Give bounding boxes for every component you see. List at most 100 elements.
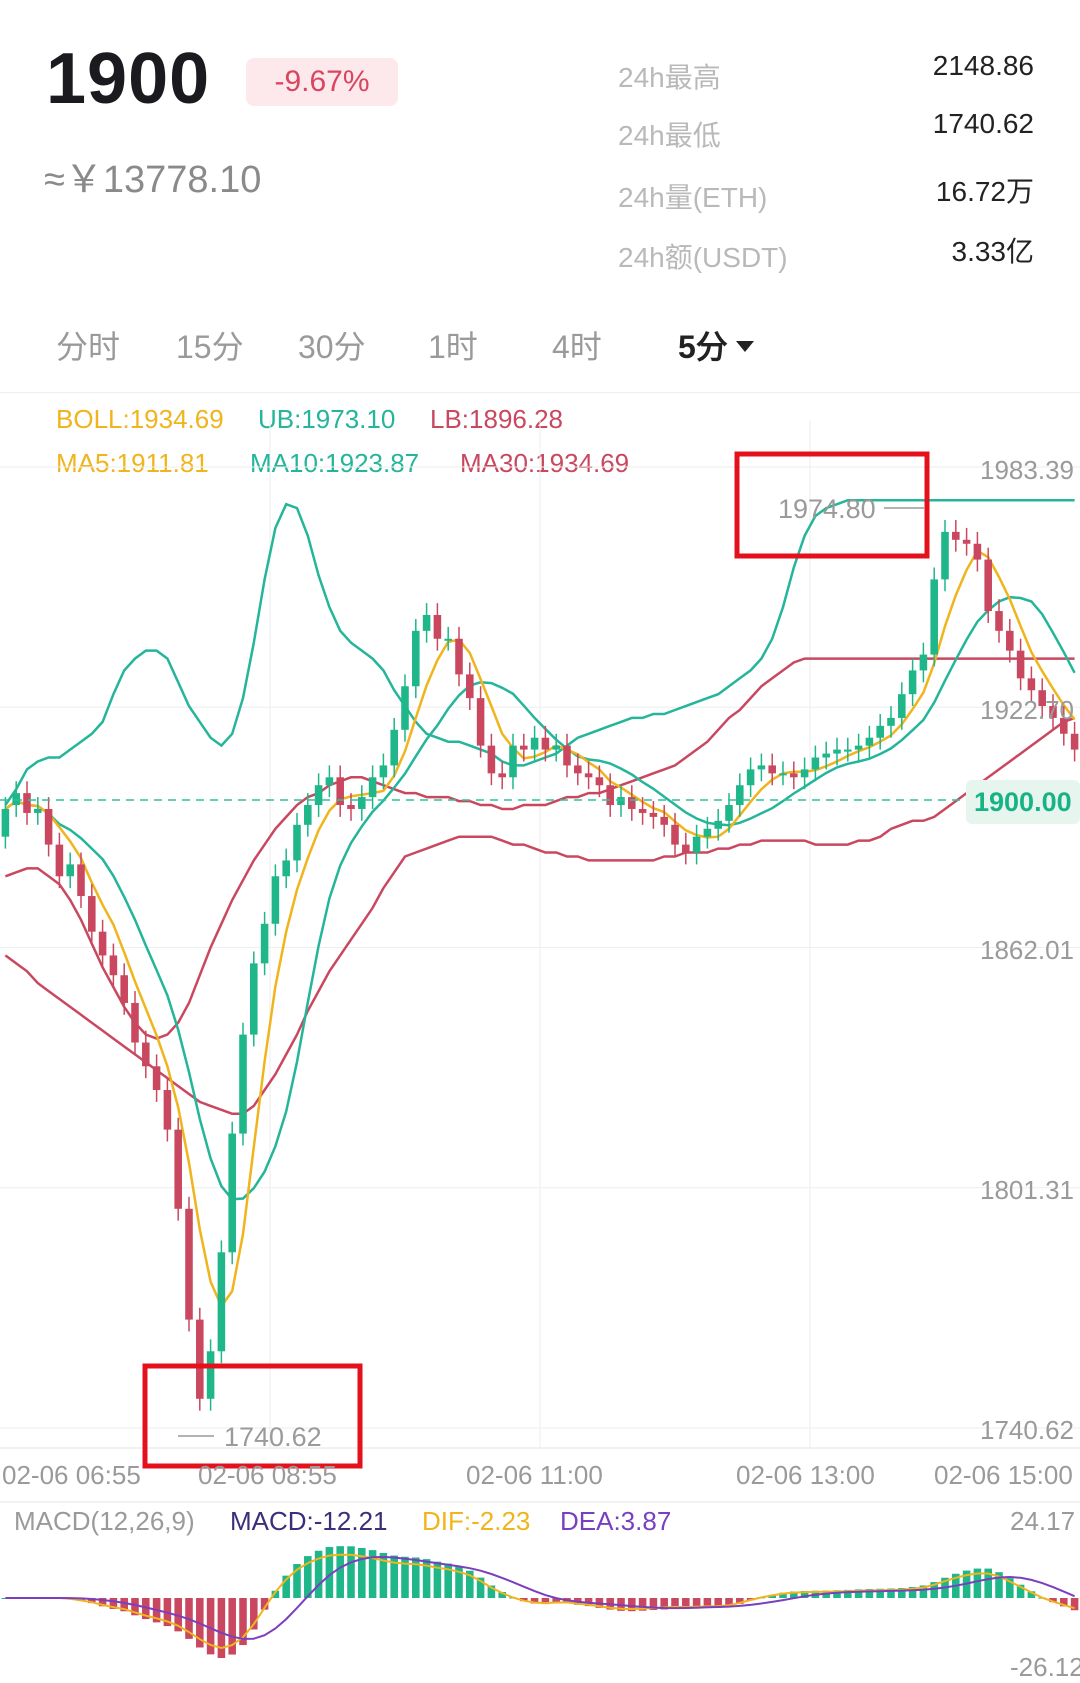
tab-4h[interactable]: 4时 [552,329,602,365]
tab-5m[interactable]: 5分 [678,322,754,368]
candle-body [1027,678,1036,691]
candle-body [692,836,701,853]
candle-body [336,777,344,806]
candle-body [595,777,604,786]
candle-body [77,864,85,897]
candle-body [919,654,928,671]
macd-bar [88,1598,96,1604]
macd-bar [358,1547,366,1598]
macd-bar [844,1589,852,1598]
candle-body [509,745,517,778]
y-tick-label: 1740.62 [980,1415,1074,1445]
caret-down-icon [735,341,754,353]
macd-bar [682,1598,690,1609]
candle-body [433,615,442,639]
macd-bar [671,1598,679,1609]
candle-body [520,745,528,750]
macd-bar [120,1598,128,1612]
macd-bar [131,1598,139,1616]
candle-body [152,1066,161,1091]
macd-bar [541,1598,550,1605]
candle-body [844,749,852,752]
candle-body [736,785,744,806]
candle-body [1,808,10,837]
ma30-line [4,657,1075,1040]
candle-body [368,777,377,798]
x-tick-label: 02-06 11:00 [466,1460,603,1490]
candle-body [390,729,398,766]
macd-bar [1060,1598,1068,1607]
macd-bar [250,1598,258,1630]
candle-body [790,773,798,778]
x-tick-label: 02-06 15:00 [934,1460,1073,1490]
macd-bar [142,1598,150,1620]
candle-body [12,793,20,806]
candle-body [196,1319,204,1399]
candle-body [422,615,431,631]
candle-body [34,808,42,813]
candle-body [109,955,118,976]
macd-bar [876,1588,884,1598]
macd-bar [98,1598,107,1607]
candle-body [163,1090,172,1130]
tab-30m[interactable]: 30分 [298,329,366,365]
tab-15m[interactable]: 15分 [176,329,244,365]
kline-chart[interactable] [0,420,1080,1674]
macd-bar [228,1598,236,1655]
macd-bar [908,1587,917,1598]
stat-label-turnover: 24h额(USDT) [618,242,788,273]
ma5-value: MA5:1911.81 [56,448,209,478]
macd-bar [520,1598,528,1602]
candle-body [682,844,690,853]
candle-body [584,773,593,778]
boll-upper-line [4,498,1075,806]
candle-body [1038,690,1046,707]
macd-bar [898,1588,906,1598]
dea-line [5,1555,1075,1640]
dea-value: DEA:3.87 [560,1506,672,1536]
candle-body [811,757,820,770]
macd-bar [239,1598,247,1646]
ma5-line [4,549,1076,1309]
macd-value: MACD:-12.21 [230,1506,388,1536]
candle-body [984,559,992,612]
x-tick-label: 02-06 06:55 [2,1460,141,1490]
macd-bar [692,1598,701,1609]
macd-bar [401,1556,409,1598]
stat-value-high: 2148.86 [932,50,1034,81]
candle-body [88,896,96,932]
last-price: 1900 [46,39,211,119]
candle-body [347,805,355,809]
candle-body [455,638,463,675]
tab-1h[interactable]: 1时 [428,329,478,365]
stat-value-volume: 16.72万 [935,176,1034,207]
candle-body [1049,706,1057,718]
macd-bar [422,1559,431,1598]
macd-bar [530,1598,539,1604]
y-tick-label: 1801.31 [980,1175,1074,1205]
candle-body [876,725,884,738]
macd-bar [217,1598,226,1658]
macd-bar [768,1594,776,1598]
candle-body [768,765,776,774]
macd-bar [271,1590,280,1598]
macd-bar [930,1582,938,1598]
macd-bar [638,1598,647,1611]
candle-body [314,785,323,806]
stat-value-low: 1740.62 [932,108,1034,139]
macd-bar [714,1598,722,1608]
candle-body [206,1351,215,1399]
macd-bar [368,1550,377,1598]
candle-body [1060,717,1068,734]
macd-bar [865,1588,874,1598]
stat-label-low: 24h最低 [618,120,721,151]
tab-timeshare[interactable]: 分时 [56,329,121,365]
macd-bar [444,1563,452,1598]
macd-bar [973,1568,982,1598]
candle-body [120,975,128,1003]
macd-bar [628,1598,636,1612]
macd-bar [260,1598,269,1610]
low-marker-label: 1740.62 [224,1422,322,1452]
candle-body [379,765,388,778]
boll-lower-line [4,716,1076,1116]
